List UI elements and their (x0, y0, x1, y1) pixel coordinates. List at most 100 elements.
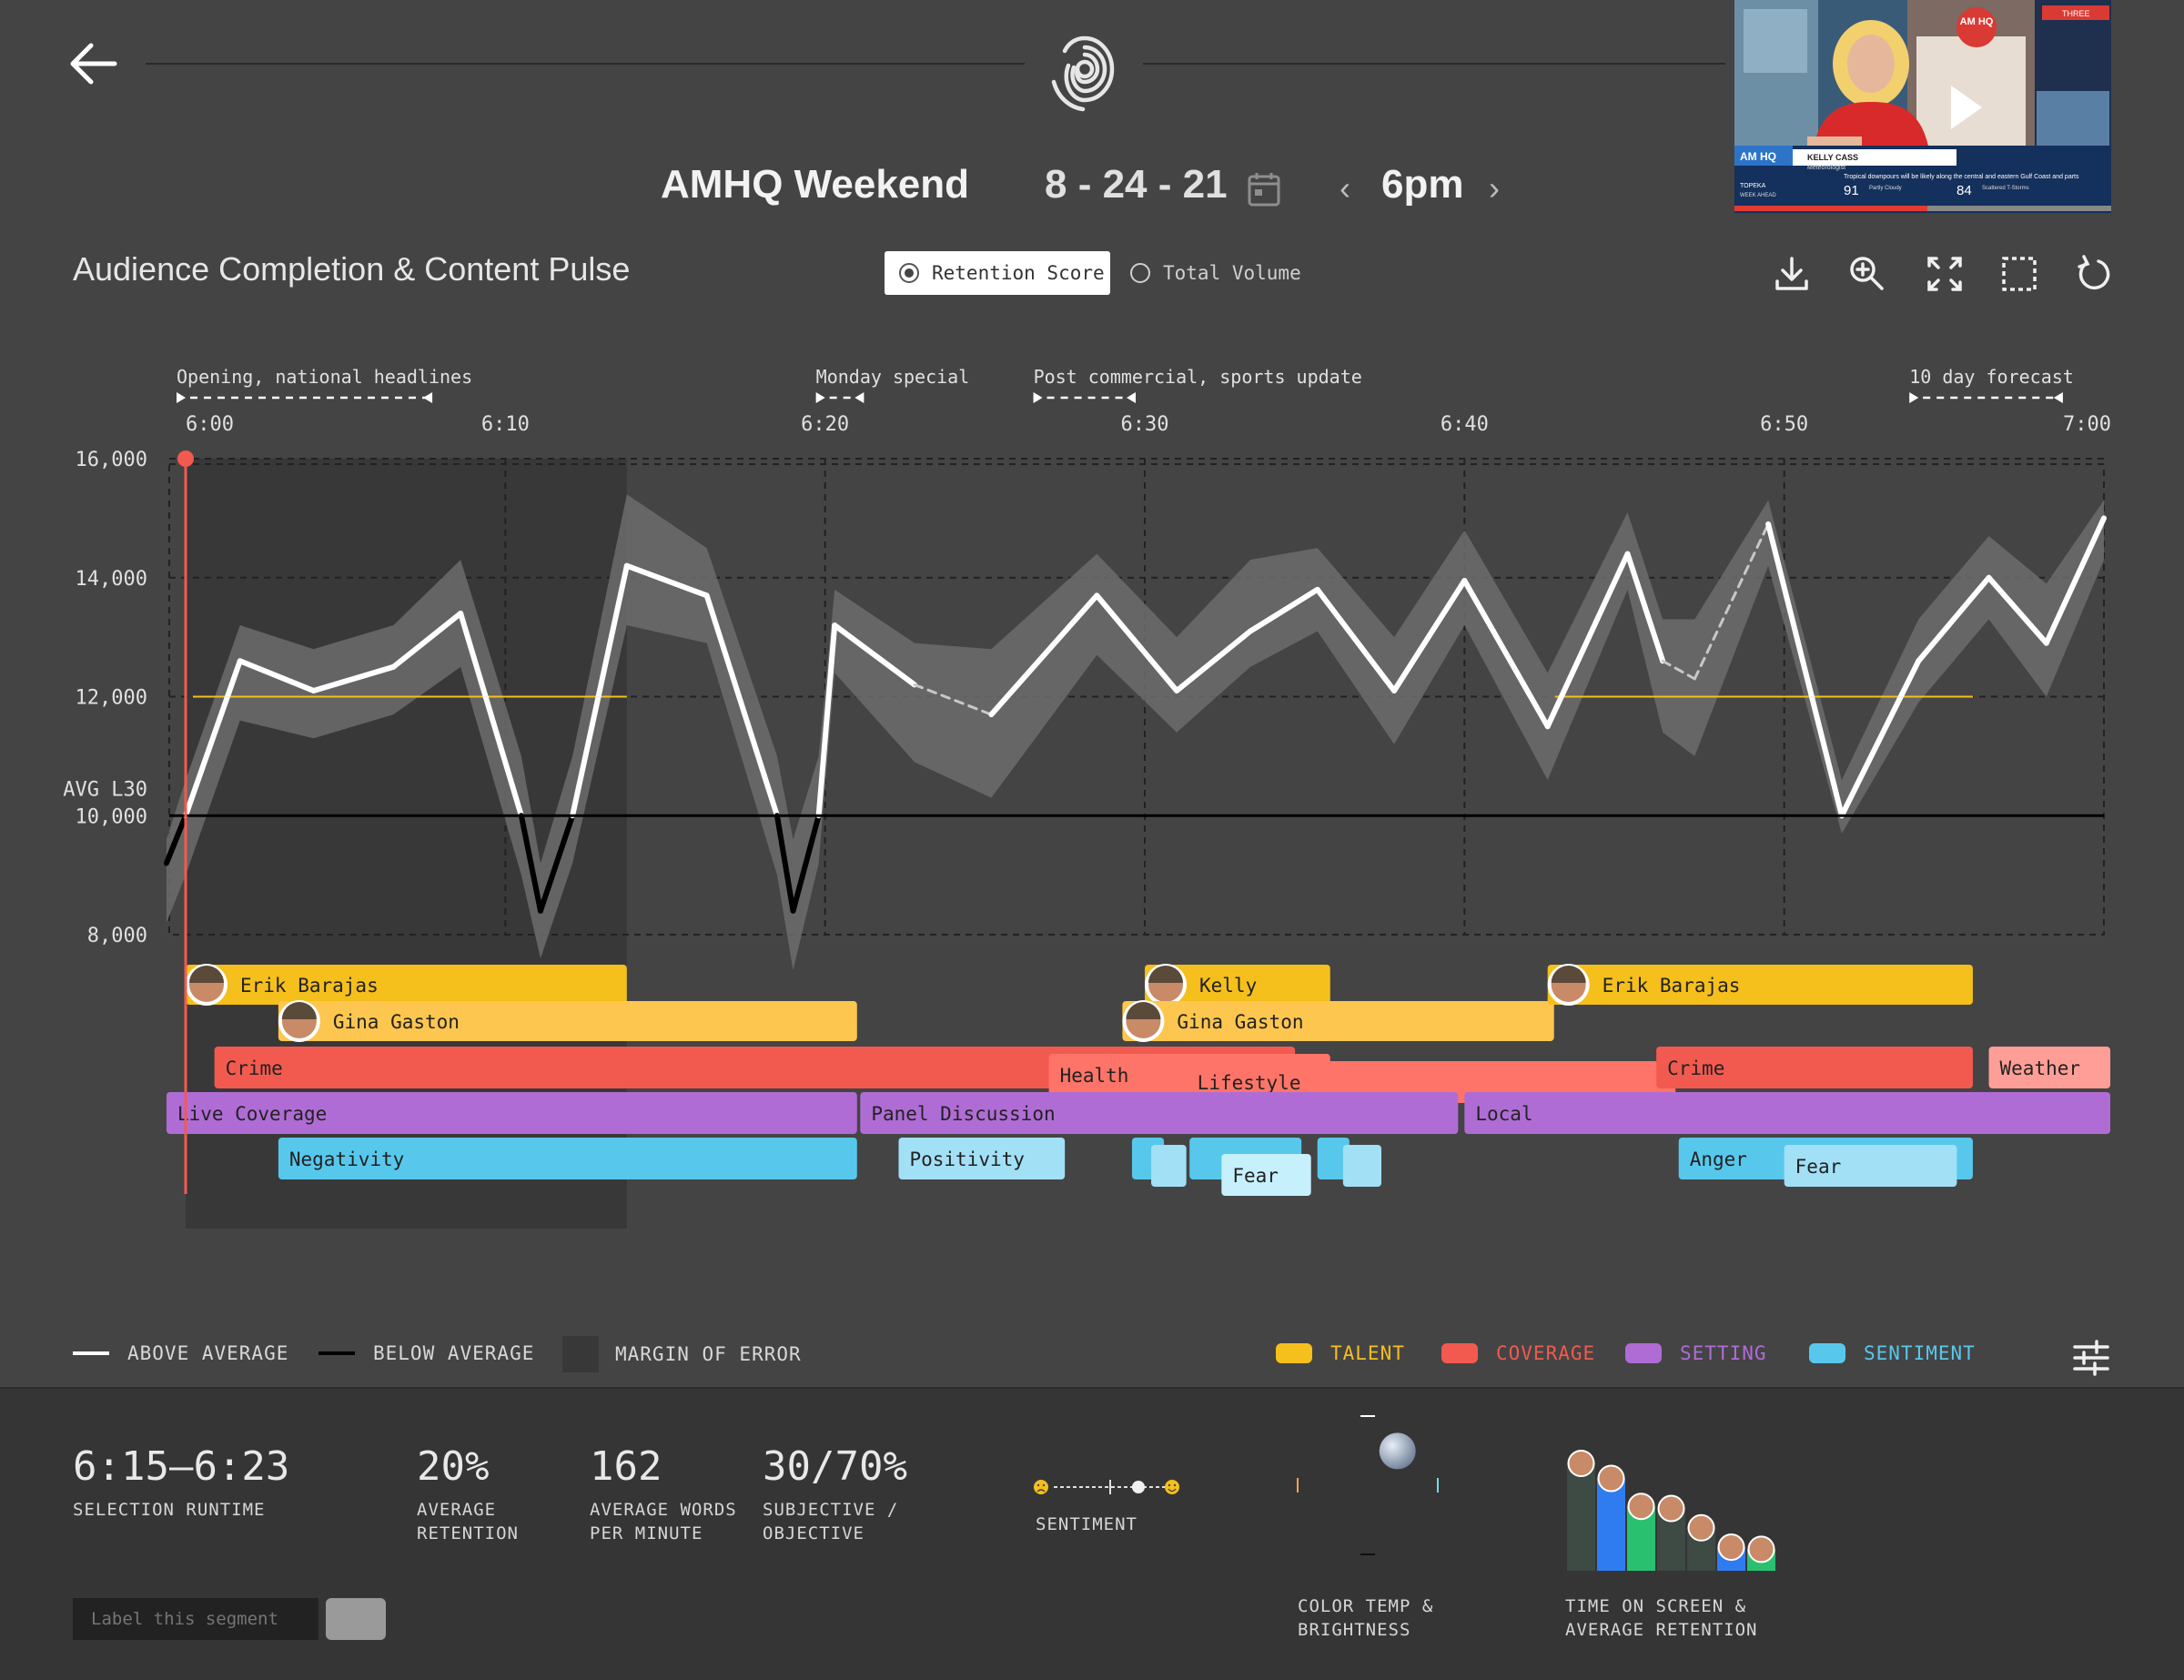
sentiment-track-bar[interactable] (1317, 1138, 1350, 1179)
subjective-objective-label-2: OBJECTIVE (763, 1523, 864, 1543)
show-title: AMHQ Weekend (661, 162, 970, 207)
coverage-track-crime[interactable]: Crime (214, 1047, 1296, 1088)
segment-marker-label[interactable]: Opening, national headlines (177, 366, 472, 388)
retention-line-above-average (310, 663, 397, 693)
time-display: 6pm (1381, 162, 1464, 207)
setting-track-local[interactable]: Local (1464, 1092, 2111, 1134)
segment-label-input[interactable] (73, 1598, 318, 1640)
avatar-hair (1148, 966, 1183, 983)
sentiment-track[interactable] (1342, 1145, 1381, 1187)
coverage-track-crime-bar[interactable] (1656, 1047, 1973, 1088)
calendar-icon[interactable] (1247, 171, 1281, 207)
talent-track-gina-gaston-bar[interactable] (1122, 1001, 1554, 1041)
legend-setting[interactable]: SETTING (1625, 1342, 1767, 1364)
coverage-track-weather-bar[interactable] (1988, 1047, 2111, 1088)
sentiment-track-fear[interactable]: Fear (1221, 1154, 1311, 1196)
sentiment-track-negativity-bar[interactable] (278, 1138, 857, 1179)
talent-track-erik-barajas-bar[interactable] (186, 965, 627, 1005)
sentiment-track[interactable] (1151, 1145, 1187, 1187)
color-temp-label-1: COLOR TEMP & (1298, 1596, 1434, 1616)
setting-track-panel-discussion[interactable]: Panel Discussion (860, 1092, 1459, 1134)
segment-end-arrow-icon (423, 392, 433, 403)
video-thumbnail[interactable]: AM HQ AM HQ KELLY CASS Meteorologist Tro… (1734, 0, 2111, 213)
video-corner-badge: THREE (2062, 9, 2090, 18)
setting-track-panel-discussion-bar[interactable] (860, 1092, 1459, 1134)
legend-above-average: ABOVE AVERAGE (73, 1342, 288, 1364)
sentiment-track-fear[interactable]: Fear (1784, 1145, 1957, 1187)
select-region-icon[interactable] (1997, 251, 2042, 297)
fullscreen-icon[interactable] (1922, 251, 1967, 297)
retention-line-below-average (163, 813, 188, 866)
coverage-track-crime[interactable]: Crime (1656, 1047, 1973, 1088)
content-pulse-chart[interactable]: 6:00 6:10 6:20 6:30 6:40 6:50 7:00 16,000 14,000… (0, 355, 2184, 1229)
margin-of-error-swatch (562, 1336, 599, 1372)
segment-marker-label[interactable]: 10 day forecast (1909, 366, 2074, 388)
legend-talent[interactable]: TALENT (1276, 1342, 1405, 1364)
talent-track-gina-gaston-bar[interactable] (278, 1001, 857, 1041)
y-tick-label: 14,000 (76, 568, 147, 591)
color-temp-label-2: BRIGHTNESS (1298, 1620, 1411, 1640)
legend-sentiment[interactable]: SENTIMENT (1809, 1342, 1976, 1364)
legend-above-label: ABOVE AVERAGE (127, 1342, 289, 1364)
next-time-chevron-icon[interactable]: › (1489, 169, 1500, 207)
spiral-logo-icon (1037, 27, 1128, 118)
segment-marker-label[interactable]: Monday special (816, 366, 970, 388)
sentiment-track-positivity-bar[interactable] (898, 1138, 1066, 1179)
segment-end-arrow-icon (854, 392, 864, 403)
retention-line-above-average (623, 562, 710, 599)
talent-track-kelly[interactable]: Kelly (1145, 965, 1330, 1005)
sentiment-track-fear-bar[interactable] (1784, 1145, 1957, 1187)
talent-track-erik-barajas[interactable]: Erik Barajas (186, 965, 627, 1005)
coverage-track-weather-label: Weather (2000, 1058, 2081, 1079)
filter-sliders-icon[interactable] (2071, 1340, 2111, 1376)
sentiment-track-bar[interactable] (1342, 1145, 1381, 1187)
sentiment-track[interactable] (1317, 1138, 1350, 1179)
time-on-screen-chart (1567, 1450, 1775, 1571)
setting-track-local-bar[interactable] (1464, 1092, 2111, 1134)
segment-start-arrow-icon (815, 392, 825, 403)
talent-track-gina-gaston[interactable]: Gina Gaston (278, 1001, 857, 1041)
setting-track-live-coverage[interactable]: Live Coverage (166, 1092, 857, 1134)
talent-track-erik-barajas[interactable]: Erik Barajas (1547, 965, 1973, 1005)
segment-marker-label[interactable]: Post commercial, sports update (1034, 366, 1362, 388)
coverage-track-crime-bar[interactable] (214, 1047, 1296, 1088)
download-icon[interactable] (1769, 251, 1815, 297)
talent-track-erik-barajas-bar[interactable] (1547, 965, 1973, 1005)
sentiment-track-fear-bar[interactable] (1221, 1154, 1311, 1196)
legend-coverage[interactable]: COVERAGE (1441, 1342, 1595, 1364)
retention-line-above-average (1094, 592, 1180, 693)
video-logo: AM HQ (1960, 16, 1994, 27)
sentiment-track-bar[interactable] (1151, 1145, 1187, 1187)
reset-icon[interactable] (2071, 251, 2117, 297)
selection-runtime-value: 6:15—6:23 (73, 1443, 290, 1490)
legend-sentiment-label: SENTIMENT (1864, 1342, 1976, 1364)
below-average-swatch (318, 1351, 355, 1355)
sentiment-track-positivity[interactable]: Positivity (898, 1138, 1066, 1179)
talent-track-gina-gaston[interactable]: Gina Gaston (1122, 1001, 1554, 1041)
sentiment-track-fear-label: Fear (1795, 1156, 1842, 1178)
talent-track-kelly-bar[interactable] (1145, 965, 1330, 1005)
sentiment-track-negativity[interactable]: Negativity (278, 1138, 857, 1179)
total-volume-radio[interactable]: Total Volume (1130, 251, 1301, 295)
coverage-track-health-label: Health (1060, 1065, 1129, 1087)
previous-time-chevron-icon[interactable]: ‹ (1340, 169, 1350, 207)
segment-label-save-button[interactable] (326, 1598, 386, 1640)
video-ticker: Tropical downpours will be likely along … (1844, 174, 2079, 180)
x-tick-label: 6:40 (1441, 413, 1489, 436)
retention-line-above-average (1838, 658, 1922, 819)
back-arrow-button[interactable] (66, 38, 124, 89)
section-title: Audience Completion & Content Pulse (73, 250, 631, 288)
date-display[interactable]: 8 - 24 - 21 (1045, 162, 1228, 207)
setting-track-live-coverage-bar[interactable] (166, 1092, 857, 1134)
words-per-minute-label-1: AVERAGE WORDS (590, 1500, 737, 1520)
subjective-objective-label-1: SUBJECTIVE / (763, 1500, 899, 1520)
avatar-hair (1126, 1002, 1161, 1019)
talent-track-gina-gaston-label: Gina Gaston (1177, 1011, 1303, 1033)
talent-avatar-icon (1657, 1494, 1685, 1523)
coverage-track-weather[interactable]: Weather (1988, 1047, 2111, 1088)
playhead-handle[interactable] (177, 450, 194, 467)
sentiment-track-negativity-label: Negativity (289, 1149, 404, 1170)
zoom-in-icon[interactable] (1844, 251, 1889, 297)
retention-score-radio[interactable]: Retention Score (885, 251, 1110, 295)
retention-line-above-average (1765, 521, 1845, 819)
